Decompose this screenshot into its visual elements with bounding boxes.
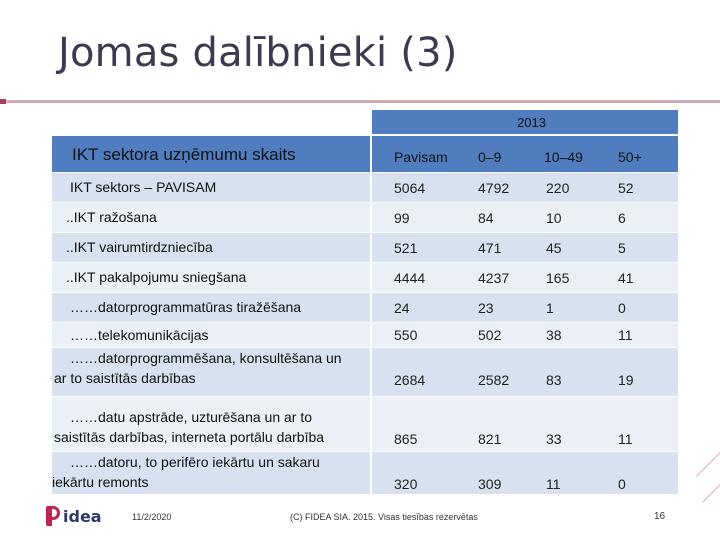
row-label-cell: ……datorprogrammatūras tiražēšana xyxy=(52,293,370,322)
row-values-cell: 24 23 1 0 xyxy=(372,293,678,322)
value-10-49: 83 xyxy=(546,372,562,388)
title-rule xyxy=(0,100,720,103)
value-total: 4444 xyxy=(394,270,426,286)
year-label: 2013 xyxy=(517,115,546,130)
row-values-cell: 320 309 11 0 xyxy=(372,452,678,494)
value-total: 865 xyxy=(394,431,418,447)
footer-copyright: (C) FIDEA SIA. 2015. Visas tiesības reze… xyxy=(290,512,478,522)
row-label-cell: ..IKT vairumtirdzniecība xyxy=(52,233,370,262)
value-50-plus: 19 xyxy=(618,372,634,388)
column-header-10-49: 10–49 xyxy=(544,149,583,165)
row-values-cell: 5064 4792 220 52 xyxy=(372,173,678,202)
row-label-line1: ……datoru, to perifēro iekārtu un sakaru xyxy=(70,454,320,470)
value-total: 5064 xyxy=(394,180,426,196)
value-50-plus: 0 xyxy=(618,300,626,316)
value-total: 521 xyxy=(394,240,418,256)
column-header-50-plus: 50+ xyxy=(618,149,642,165)
row-label-cell: ……datu apstrāde, uzturēšana un ar to sai… xyxy=(52,397,370,451)
value-50-plus: 41 xyxy=(618,270,634,286)
row-label-cell: ……datorprogrammēšana, konsultēšana un ar… xyxy=(52,348,370,396)
row-values-cell: 2684 2582 83 19 xyxy=(372,348,678,396)
value-50-plus: 5 xyxy=(618,240,626,256)
row-label-cell: IKT sektors – PAVISAM xyxy=(52,173,370,202)
row-label: ……datorprogrammatūras tiražēšana xyxy=(70,299,302,315)
value-10-49: 45 xyxy=(546,240,562,256)
row-label-cell: ..IKT pakalpojumu sniegšana xyxy=(52,263,370,292)
row-label: ..IKT pakalpojumu sniegšana xyxy=(66,269,247,285)
value-50-plus: 6 xyxy=(618,210,626,226)
column-header-total: Pavisam xyxy=(394,149,448,165)
value-10-49: 38 xyxy=(546,327,562,343)
value-0-9: 821 xyxy=(478,431,502,447)
decorative-lines xyxy=(696,436,720,506)
value-10-49: 11 xyxy=(546,476,561,492)
row-label: ……telekomunikācijas xyxy=(70,327,209,343)
value-total: 550 xyxy=(394,327,418,343)
row-label-cell: ..IKT ražošana xyxy=(52,203,370,232)
row-values-cell: 4444 4237 165 41 xyxy=(372,263,678,292)
value-10-49: 220 xyxy=(546,180,570,196)
fidea-logo: idea xyxy=(46,504,102,528)
logo-mark-icon xyxy=(46,506,60,526)
row-label-cell: ……datoru, to perifēro iekārtu un sakaru … xyxy=(52,452,370,494)
row-label-line2: saistītās darbības, interneta portālu da… xyxy=(54,429,325,445)
row-label-line1: ……datu apstrāde, uzturēšana un ar to xyxy=(70,409,313,425)
value-50-plus: 11 xyxy=(618,431,633,447)
value-0-9: 4792 xyxy=(478,180,510,196)
year-header: 2013 xyxy=(372,110,678,134)
row-values-cell: 865 821 33 11 xyxy=(372,397,678,451)
row-header-label: IKT sektora uzņēmumu skaits xyxy=(72,145,296,164)
row-values-cell: 550 502 38 11 xyxy=(372,323,678,347)
row-label-line2: iekārtu remonts xyxy=(52,474,149,490)
value-0-9: 2582 xyxy=(478,372,510,388)
value-10-49: 165 xyxy=(546,270,570,286)
row-values-cell: 99 84 10 6 xyxy=(372,203,678,232)
row-label: ..IKT ražošana xyxy=(66,209,157,225)
value-total: 99 xyxy=(394,210,410,226)
row-header-cell: IKT sektora uzņēmumu skaits xyxy=(52,136,370,172)
header-blank-cell xyxy=(52,110,370,134)
value-50-plus: 11 xyxy=(618,327,633,343)
value-0-9: 309 xyxy=(478,476,502,492)
row-label-cell: ……telekomunikācijas xyxy=(52,323,370,347)
value-total: 320 xyxy=(394,476,418,492)
logo-text: idea xyxy=(63,506,102,526)
row-label: ..IKT vairumtirdzniecība xyxy=(66,239,213,255)
value-50-plus: 52 xyxy=(618,180,634,196)
value-0-9: 471 xyxy=(478,240,502,256)
value-0-9: 23 xyxy=(478,300,494,316)
value-total: 2684 xyxy=(394,372,426,388)
row-label-line2: ar to saistītās darbības xyxy=(54,370,196,386)
value-10-49: 10 xyxy=(546,210,562,226)
row-values-cell: 521 471 45 5 xyxy=(372,233,678,262)
value-10-49: 1 xyxy=(546,300,554,316)
title-accent xyxy=(0,99,6,104)
slide-title: Jomas dalībnieki (3) xyxy=(58,30,458,76)
footer-date: 11/2/2020 xyxy=(132,512,172,522)
row-label: IKT sektors – PAVISAM xyxy=(70,179,217,195)
value-total: 24 xyxy=(394,300,410,316)
value-0-9: 84 xyxy=(478,210,494,226)
value-50-plus: 0 xyxy=(618,476,626,492)
value-10-49: 33 xyxy=(546,431,562,447)
row-label-line1: ……datorprogrammēšana, konsultēšana un xyxy=(70,350,342,366)
value-0-9: 502 xyxy=(478,327,502,343)
value-0-9: 4237 xyxy=(478,270,510,286)
column-header-cells: Pavisam 0–9 10–49 50+ xyxy=(372,136,678,172)
column-header-0-9: 0–9 xyxy=(478,149,502,165)
page-number: 16 xyxy=(654,511,666,522)
